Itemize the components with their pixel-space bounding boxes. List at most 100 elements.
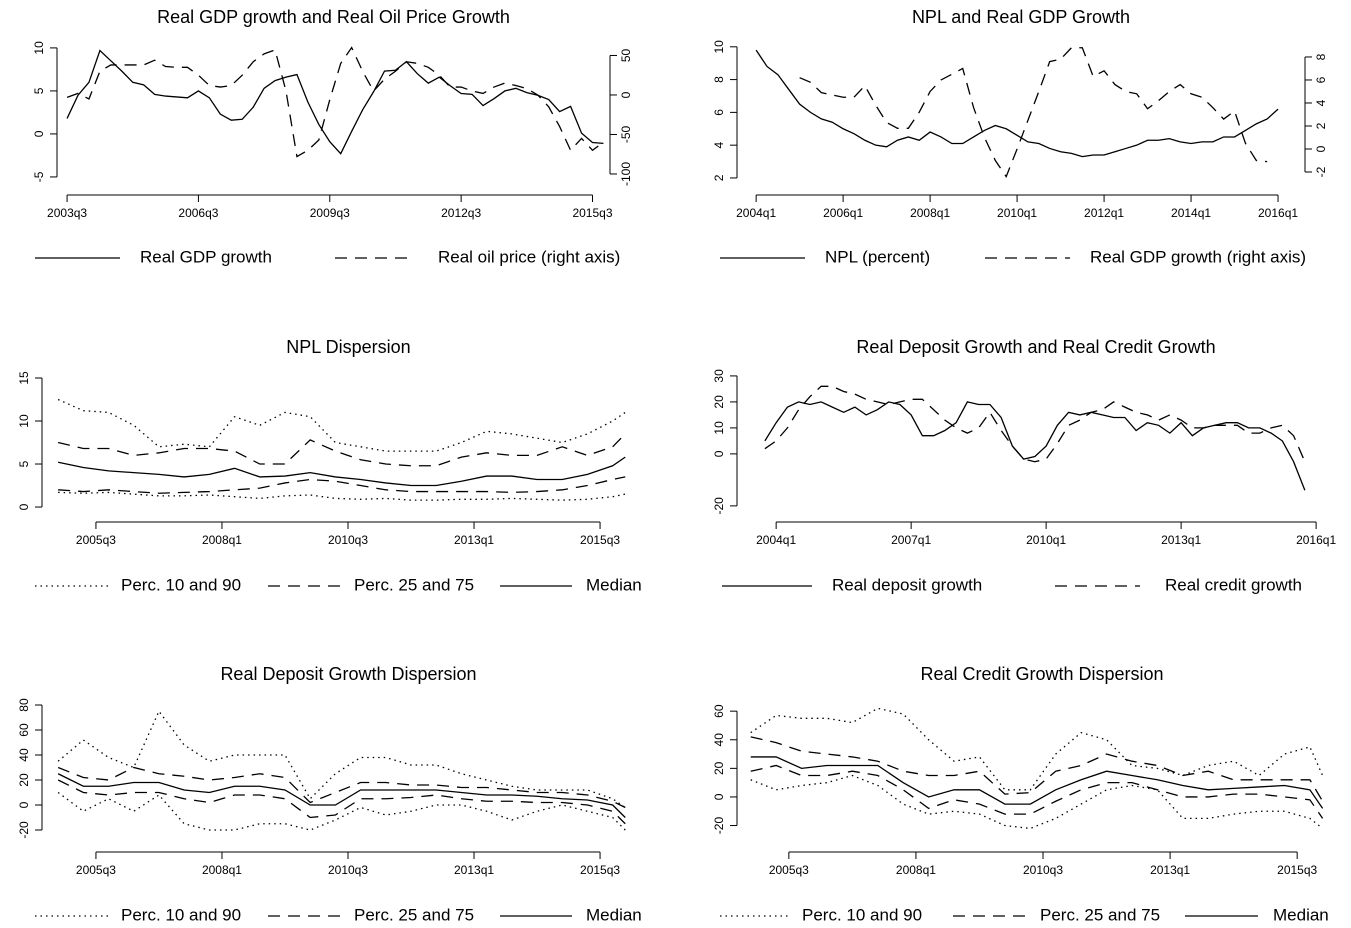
- series-line: [57, 773, 626, 818]
- x-tick-label: 2015q3: [572, 206, 612, 220]
- x-tick-label: 2013q1: [1161, 533, 1201, 547]
- chart-title: Real Deposit Growth Dispersion: [220, 664, 476, 684]
- x-tick-label: 2015q3: [580, 533, 620, 547]
- x-tick-label: 2012q3: [441, 206, 481, 220]
- series-line: [57, 433, 626, 467]
- y-tick-label: 40: [712, 733, 726, 747]
- chart-title: NPL Dispersion: [286, 337, 410, 357]
- series-line: [755, 49, 1279, 158]
- y-tick-label: 20: [17, 773, 31, 787]
- x-tick-label: 2010q1: [997, 206, 1037, 220]
- chart-title: Real Credit Growth Dispersion: [920, 664, 1163, 684]
- legend-label: Real credit growth: [1165, 575, 1302, 594]
- y-tick-label: 0: [32, 130, 46, 137]
- series-line: [799, 47, 1268, 178]
- y-tick-label: 6: [712, 109, 726, 116]
- x-tick-label: 2008q1: [910, 206, 950, 220]
- y-tick-label: -20: [712, 497, 726, 515]
- y-tick-label: 80: [17, 698, 31, 712]
- y2-tick-label: -50: [619, 125, 633, 143]
- y-tick-label: 0: [17, 503, 31, 510]
- x-tick-label: 2012q1: [1084, 206, 1124, 220]
- legend-label: Perc. 10 and 90: [802, 905, 922, 924]
- series-line: [66, 49, 604, 155]
- x-tick-label: 2006q3: [178, 206, 218, 220]
- chart-title: Real Deposit Growth and Real Credit Grow…: [856, 337, 1215, 357]
- y-tick-label: 60: [17, 723, 31, 737]
- x-tick-label: 2014q1: [1171, 206, 1211, 220]
- y-tick-label: 30: [712, 369, 726, 383]
- y2-tick-label: 6: [1314, 76, 1328, 83]
- chart-title: Real GDP growth and Real Oil Price Growt…: [157, 7, 510, 27]
- y-tick-label: 5: [17, 460, 31, 467]
- legend-label: Real deposit growth: [832, 575, 982, 594]
- series-line: [750, 764, 1324, 819]
- y-tick-label: 15: [17, 371, 31, 385]
- x-tick-label: 2015q3: [1277, 863, 1317, 877]
- y2-tick-label: 0: [1314, 145, 1328, 152]
- y-tick-label: 40: [17, 748, 31, 762]
- x-tick-label: 2015q3: [580, 863, 620, 877]
- legend-label: Perc. 25 and 75: [354, 905, 474, 924]
- series-line: [57, 398, 626, 452]
- x-tick-label: 2007q1: [891, 533, 931, 547]
- series-line: [750, 756, 1324, 809]
- series-line: [58, 491, 626, 501]
- legend-label: Median: [1273, 905, 1329, 924]
- y2-tick-label: -2: [1314, 166, 1328, 177]
- y-tick-label: 0: [712, 450, 726, 457]
- x-tick-label: 2005q3: [76, 863, 116, 877]
- x-tick-label: 2003q3: [47, 206, 87, 220]
- y2-tick-label: 50: [619, 48, 633, 62]
- legend-label: Real GDP growth: [140, 247, 272, 266]
- y-tick-label: 2: [712, 174, 726, 181]
- y-tick-label: -5: [32, 171, 46, 182]
- legend-label: Perc. 10 and 90: [121, 905, 241, 924]
- series-line: [750, 736, 1324, 802]
- x-tick-label: 2013q1: [454, 863, 494, 877]
- y-tick-label: 0: [712, 793, 726, 800]
- x-tick-label: 2004q1: [756, 533, 796, 547]
- legend-label: Median: [586, 575, 642, 594]
- legend-label: Perc. 25 and 75: [1040, 905, 1160, 924]
- series-line: [764, 401, 1306, 491]
- series-line: [750, 774, 1324, 830]
- y-tick-label: 8: [712, 76, 726, 83]
- legend-label: Real GDP growth (right axis): [1090, 247, 1306, 266]
- y-tick-label: 10: [32, 41, 46, 55]
- series-line: [57, 766, 626, 809]
- x-tick-label: 2013q1: [454, 533, 494, 547]
- x-tick-label: 2013q1: [1150, 863, 1190, 877]
- y-tick-label: 4: [712, 142, 726, 149]
- series-line: [57, 791, 626, 831]
- y2-tick-label: 4: [1314, 99, 1328, 106]
- legend-label: Real oil price (right axis): [438, 247, 620, 266]
- series-line: [57, 456, 626, 487]
- y2-tick-label: 8: [1314, 53, 1328, 60]
- x-tick-label: 2010q1: [1026, 533, 1066, 547]
- x-tick-label: 2008q1: [202, 863, 242, 877]
- series-line: [764, 385, 1306, 463]
- x-tick-label: 2008q1: [202, 533, 242, 547]
- y-tick-label: -20: [17, 821, 31, 839]
- x-tick-label: 2009q3: [310, 206, 350, 220]
- x-tick-label: 2016q1: [1296, 533, 1336, 547]
- x-tick-label: 2008q1: [896, 863, 936, 877]
- y2-tick-label: -100: [619, 162, 633, 186]
- x-tick-label: 2005q3: [76, 533, 116, 547]
- x-tick-label: 2016q1: [1258, 206, 1298, 220]
- series-line: [57, 779, 626, 825]
- series-line: [66, 46, 604, 158]
- y-tick-label: 20: [712, 395, 726, 409]
- y-tick-label: 60: [712, 704, 726, 718]
- x-tick-label: 2006q1: [823, 206, 863, 220]
- series-line: [58, 476, 626, 494]
- y-tick-label: 0: [17, 801, 31, 808]
- x-tick-label: 2010q3: [328, 863, 368, 877]
- y2-tick-label: 2: [1314, 122, 1328, 129]
- series-line: [750, 707, 1324, 791]
- y-tick-label: 10: [17, 414, 31, 428]
- series-line: [57, 709, 626, 809]
